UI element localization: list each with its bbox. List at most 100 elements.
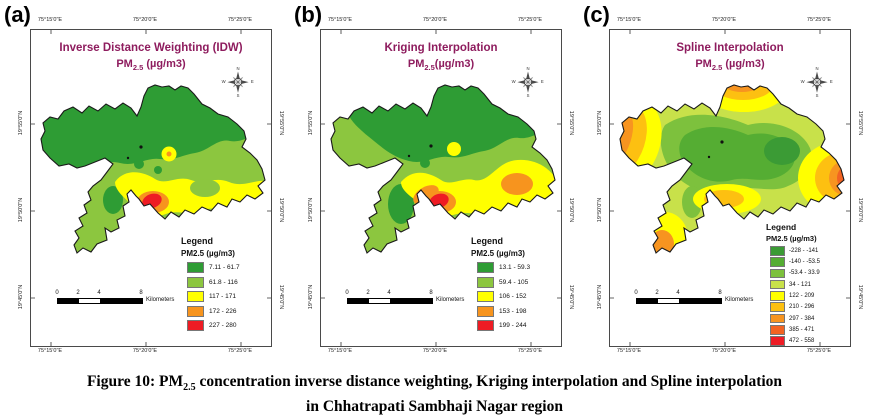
compass-rose-icon: N E S W — [512, 66, 544, 98]
legend-row: 13.1 - 59.3 — [477, 262, 559, 273]
compass-rose-icon: N E S W — [801, 66, 833, 98]
axis-label: 75°20'0"E — [711, 17, 737, 23]
panel-spline: (c) 75°15'0"E 75°20'0"E 75°25'0"E 75°15'0"… — [579, 0, 869, 366]
panel-label: (a) — [4, 2, 31, 27]
legend-label: 106 - 152 — [499, 293, 527, 300]
axis-label: 75°25'0"E — [806, 348, 832, 354]
grid-ticks — [31, 30, 271, 346]
legend-label: 61.8 - 116 — [209, 278, 238, 286]
legend-row: 153 - 198 — [477, 305, 559, 317]
axis-label: 75°15'0"E — [616, 348, 642, 354]
legend-row: -140 - -53.5 — [770, 257, 854, 267]
legend-row: 297 - 384 — [770, 313, 854, 324]
axis-label: 75°15'0"E — [327, 17, 353, 23]
legend-swatch — [770, 268, 785, 279]
axis-label: 19°45'0"N — [278, 284, 284, 310]
axis-label: 19°50'0"N — [568, 197, 574, 223]
compass-rose-icon: N E S W — [222, 66, 254, 98]
caption-line-2: in Chhatrapati Sambhaji Nagar region — [306, 397, 563, 415]
caption-line-1: Figure 10: PM2.5 concentration inverse d… — [86, 373, 783, 394]
axis-label: 19°45'0"N — [857, 284, 863, 310]
scale-bar-graphic — [636, 298, 722, 304]
legend-row: 122 - 209 — [770, 291, 854, 301]
svg-text:N: N — [815, 66, 818, 71]
legend-label: 59.4 - 105 — [499, 278, 529, 286]
svg-text:S: S — [527, 93, 530, 98]
axis-label: 19°55'0"N — [308, 110, 314, 136]
svg-text:S: S — [816, 93, 819, 98]
hot-zone-leg — [642, 212, 688, 253]
scale-bar-graphic — [57, 298, 143, 304]
legend-swatch — [477, 276, 494, 288]
grid-ticks — [610, 30, 850, 346]
axis-label: 75°15'0"E — [37, 17, 63, 23]
axis-label: 75°20'0"E — [422, 17, 448, 23]
axis-label: 19°55'0"N — [857, 110, 863, 136]
legend-label: 297 - 384 — [789, 315, 815, 322]
hot-zone-north — [702, 85, 786, 112]
legend-row: 210 - 296 — [770, 302, 854, 312]
legend-swatch — [477, 291, 494, 302]
axis-label: 19°55'0"N — [597, 110, 603, 136]
axis-label: 75°25'0"E — [517, 17, 543, 23]
panel-label: (c) — [583, 2, 610, 27]
axis-label: 19°50'0"N — [18, 197, 24, 223]
figure-caption: Figure 10: PM2.5 concentration inverse d… — [0, 371, 869, 418]
legend-row: 61.8 - 116 — [187, 276, 269, 288]
legend-swatch — [770, 336, 785, 346]
legend-swatch — [187, 320, 204, 331]
kriging-map — [321, 30, 561, 346]
axis-label: 19°50'0"N — [308, 197, 314, 223]
scale-bar-graphic — [347, 298, 433, 304]
axis-label: 75°15'0"E — [327, 348, 353, 354]
axis-label: 19°45'0"N — [597, 284, 603, 310]
axis-label: 19°45'0"N — [18, 284, 24, 310]
legend-row: 106 - 152 — [477, 291, 559, 302]
map-frame: Kriging Interpolation PM2.5(µg/m3) N E S… — [320, 29, 562, 347]
scale-bar-unit: Kilometers — [436, 297, 465, 303]
axis-label: 75°20'0"E — [132, 17, 158, 23]
axis-label: 19°50'0"N — [278, 197, 284, 223]
legend-label: 199 - 244 — [499, 322, 527, 329]
svg-text:E: E — [541, 79, 544, 84]
axis-label: 75°25'0"E — [806, 17, 832, 23]
axis-label: 75°20'0"E — [132, 348, 158, 354]
legend-label: 153 - 198 — [499, 307, 527, 315]
legend-swatch — [187, 305, 204, 317]
legend-swatch — [770, 313, 785, 324]
legend-label: -228 - -141 — [789, 247, 819, 254]
legend-row: -228 - -141 — [770, 246, 854, 256]
axis-label: 75°25'0"E — [227, 348, 253, 354]
svg-text:N: N — [526, 66, 529, 71]
legend-swatch — [187, 291, 204, 302]
legend-label: -53.4 - 33.9 — [789, 270, 820, 277]
legend-row: 59.4 - 105 — [477, 276, 559, 288]
legend-row: 34 - 121 — [770, 279, 854, 290]
legend-swatch — [770, 291, 785, 301]
legend-swatch — [770, 257, 785, 267]
axis-label: 19°55'0"N — [18, 110, 24, 136]
svg-text:E: E — [830, 79, 833, 84]
map-frame: Inverse Distance Weighting (IDW) PM2.5 (… — [30, 29, 272, 347]
idw-map — [31, 30, 271, 346]
map-legend: Legend PM2.5 (µg/m3) 13.1 - 59.3 59.4 - 1… — [471, 236, 559, 335]
map-title: Inverse Distance Weighting (IDW) PM2.5 (… — [59, 42, 243, 72]
legend-swatch — [187, 276, 204, 288]
scale-bar: 0 2 4 8 Kilometers — [634, 290, 754, 304]
svg-text:W: W — [222, 79, 226, 84]
legend-label: 7.11 - 61.7 — [209, 264, 240, 271]
scale-bar-unit: Kilometers — [725, 297, 754, 303]
axis-label: 75°20'0"E — [422, 348, 448, 354]
axis-label: 75°15'0"E — [616, 17, 642, 23]
legend-label: 227 - 280 — [209, 322, 237, 329]
legend-label: 472 - 558 — [789, 338, 815, 345]
scale-bar-unit: Kilometers — [146, 297, 175, 303]
svg-text:E: E — [251, 79, 254, 84]
axis-label: 19°55'0"N — [278, 110, 284, 136]
axis-label: 19°55'0"N — [568, 110, 574, 136]
scale-bar: 0 2 4 8 Kilometers — [55, 290, 175, 304]
panel-idw: (a) 75°15'0"E 75°20'0"E 75°25'0"E 75°15'0"… — [0, 0, 290, 366]
svg-text:W: W — [512, 79, 516, 84]
panel-label: (b) — [294, 2, 323, 27]
legend-swatch — [770, 279, 785, 290]
